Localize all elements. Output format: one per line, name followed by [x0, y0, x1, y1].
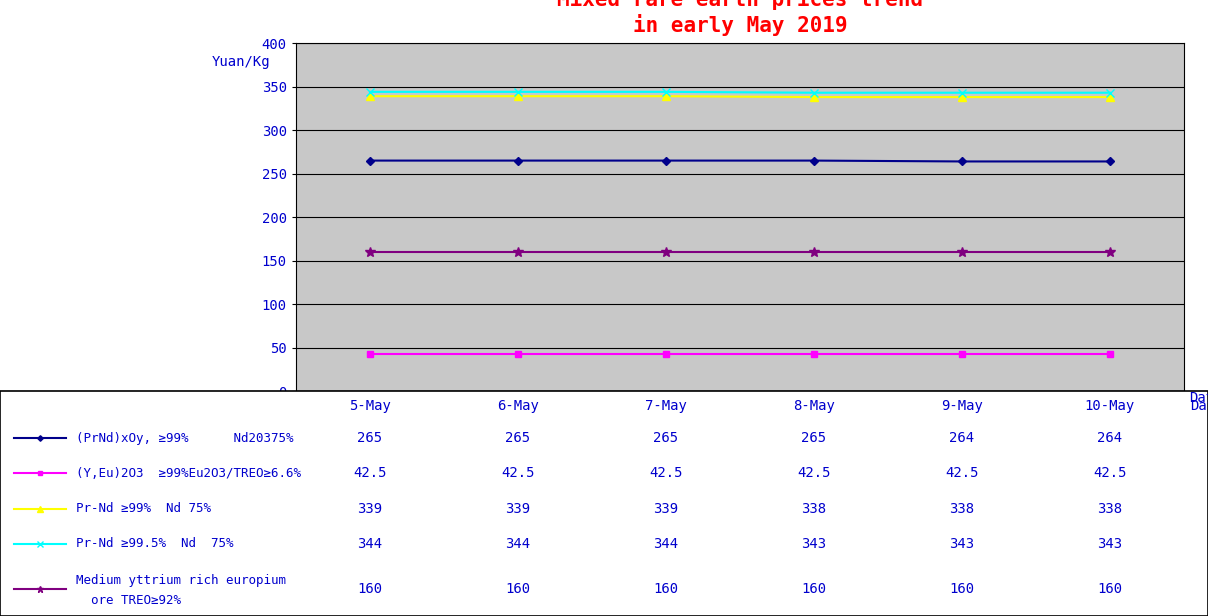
Text: 344: 344 [358, 537, 383, 551]
Text: 265: 265 [358, 431, 383, 445]
Bar [888, 491, 1035, 526]
Bar [0, 421, 296, 456]
Bar [445, 562, 592, 616]
Text: 42.5: 42.5 [945, 466, 978, 480]
Text: 5-May: 5-May [349, 399, 391, 413]
Text: 160: 160 [801, 582, 826, 596]
Bar [296, 456, 443, 491]
Text: ore TREO≥92%: ore TREO≥92% [76, 594, 181, 607]
Text: 265: 265 [654, 431, 679, 445]
Bar [739, 491, 888, 526]
Bar [1036, 456, 1184, 491]
Bar [739, 456, 888, 491]
Text: (Y,Eu)2O3  ≥99%Eu2O3/TREO≥6.6%: (Y,Eu)2O3 ≥99%Eu2O3/TREO≥6.6% [76, 467, 301, 480]
Text: 6-May: 6-May [496, 399, 539, 413]
Text: 9-May: 9-May [941, 399, 983, 413]
Text: 339: 339 [358, 501, 383, 516]
Bar [0, 456, 296, 491]
Bar [888, 562, 1035, 616]
Text: Pr-Nd ≥99%  Nd 75%: Pr-Nd ≥99% Nd 75% [76, 502, 211, 515]
Bar [1036, 421, 1184, 456]
Text: 343: 343 [949, 537, 975, 551]
Text: 7-May: 7-May [645, 399, 687, 413]
Text: (PrNd)xOy, ≥99%      Nd20375%: (PrNd)xOy, ≥99% Nd20375% [76, 432, 294, 445]
Text: Date: Date [1189, 391, 1208, 405]
Bar [0, 391, 296, 421]
Bar [445, 421, 592, 456]
Text: 339: 339 [505, 501, 530, 516]
Text: 10-May: 10-May [1085, 399, 1136, 413]
Bar [592, 391, 739, 421]
Bar [1036, 391, 1184, 421]
Bar [739, 391, 888, 421]
Bar [0, 491, 296, 526]
Bar [445, 526, 592, 562]
Text: 338: 338 [801, 501, 826, 516]
Bar [888, 391, 1035, 421]
Text: 160: 160 [1097, 582, 1122, 596]
Bar [0, 562, 296, 616]
Bar [296, 491, 443, 526]
Bar [592, 562, 739, 616]
Bar [592, 491, 739, 526]
Bar [888, 421, 1035, 456]
Bar [739, 421, 888, 456]
Bar [888, 456, 1035, 491]
Text: 42.5: 42.5 [649, 466, 683, 480]
Bar [1036, 491, 1184, 526]
Text: Medium yttrium rich europium: Medium yttrium rich europium [76, 574, 286, 587]
Bar [592, 421, 739, 456]
Bar [1036, 562, 1184, 616]
Bar [888, 526, 1035, 562]
Bar [445, 391, 592, 421]
Bar [1036, 526, 1184, 562]
Bar [445, 456, 592, 491]
Text: 42.5: 42.5 [1093, 466, 1127, 480]
Bar [296, 562, 443, 616]
Bar [296, 526, 443, 562]
Text: 343: 343 [801, 537, 826, 551]
Text: 339: 339 [654, 501, 679, 516]
Text: 160: 160 [949, 582, 975, 596]
Text: 344: 344 [505, 537, 530, 551]
Text: 264: 264 [1097, 431, 1122, 445]
Bar [296, 391, 443, 421]
Bar [739, 526, 888, 562]
Text: 265: 265 [801, 431, 826, 445]
Text: 42.5: 42.5 [353, 466, 387, 480]
Bar [296, 421, 443, 456]
Text: 343: 343 [1097, 537, 1122, 551]
Bar [592, 526, 739, 562]
Title: Mixed rare earth prices trend
in early May 2019: Mixed rare earth prices trend in early M… [557, 0, 923, 36]
Text: 160: 160 [654, 582, 679, 596]
Text: 160: 160 [358, 582, 383, 596]
Text: Pr-Nd ≥99.5%  Nd  75%: Pr-Nd ≥99.5% Nd 75% [76, 537, 233, 550]
Bar [592, 456, 739, 491]
Text: 160: 160 [505, 582, 530, 596]
Text: 42.5: 42.5 [797, 466, 831, 480]
Bar [0, 526, 296, 562]
Bar [445, 491, 592, 526]
Text: 344: 344 [654, 537, 679, 551]
Bar [739, 562, 888, 616]
Text: 265: 265 [505, 431, 530, 445]
Text: 42.5: 42.5 [501, 466, 535, 480]
Text: Date: Date [1190, 399, 1208, 413]
Text: 264: 264 [949, 431, 975, 445]
Text: 338: 338 [949, 501, 975, 516]
Text: Yuan/Kg: Yuan/Kg [211, 55, 271, 70]
Text: 8-May: 8-May [792, 399, 835, 413]
Text: 338: 338 [1097, 501, 1122, 516]
